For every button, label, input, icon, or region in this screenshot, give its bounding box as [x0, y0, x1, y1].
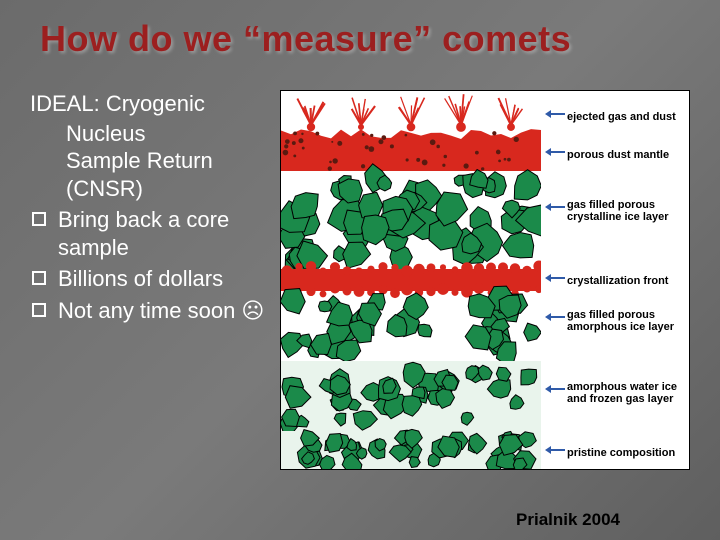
arrow-icon — [545, 313, 565, 321]
diagram-svg — [281, 91, 541, 470]
bullet-text: Billions of dollars — [58, 265, 270, 293]
ideal-heading: IDEAL: Cryogenic — [30, 90, 270, 118]
ideal-label: IDEAL: — [30, 91, 100, 116]
layer-label-frozen: amorphous water ice and frozen gas layer — [567, 381, 689, 405]
arrow-icon — [545, 446, 565, 454]
arrow-icon — [545, 274, 565, 282]
checkbox-icon — [32, 212, 46, 226]
layer-label-mantle: porous dust mantle — [567, 149, 689, 161]
arrow-icon — [545, 110, 565, 118]
diagram-column: ejected gas and dust porous dust mantle ga… — [280, 90, 690, 470]
text-column: IDEAL: Cryogenic Nucleus Sample Return (… — [30, 90, 270, 470]
layer-label-front: crystallization front — [567, 275, 689, 287]
layer-label-crys_ice: gas filled porous crystalline ice layer — [567, 199, 689, 223]
ideal-line-3: Sample Return — [30, 147, 270, 175]
ideal-line-4: (CNSR) — [30, 175, 270, 203]
layer-label-ejected: ejected gas and dust — [567, 111, 689, 123]
bullet-text: Bring back a core sample — [58, 206, 270, 261]
checkbox-icon — [32, 303, 46, 317]
checkbox-icon — [32, 271, 46, 285]
layer-labels: ejected gas and dust porous dust mantle ga… — [543, 91, 689, 470]
bullet-item: Bring back a core sample — [30, 206, 270, 261]
layer-label-amorph_ice: gas filled porous amorphous ice layer — [567, 309, 689, 333]
bullet-item: Not any time soon ☹ — [30, 297, 270, 325]
slide-title: How do we “measure” comets — [0, 0, 720, 70]
ideal-rest: Cryogenic — [106, 91, 205, 116]
content-area: IDEAL: Cryogenic Nucleus Sample Return (… — [0, 70, 720, 470]
arrow-icon — [545, 203, 565, 211]
citation: Prialnik 2004 — [516, 510, 620, 530]
layer-label-pristine: pristine composition — [567, 447, 689, 459]
comet-cross-section-diagram: ejected gas and dust porous dust mantle ga… — [280, 90, 690, 470]
bullet-text: Not any time soon ☹ — [58, 297, 270, 325]
arrow-icon — [545, 148, 565, 156]
ideal-line-2: Nucleus — [30, 120, 270, 148]
arrow-icon — [545, 385, 565, 393]
bullet-item: Billions of dollars — [30, 265, 270, 293]
